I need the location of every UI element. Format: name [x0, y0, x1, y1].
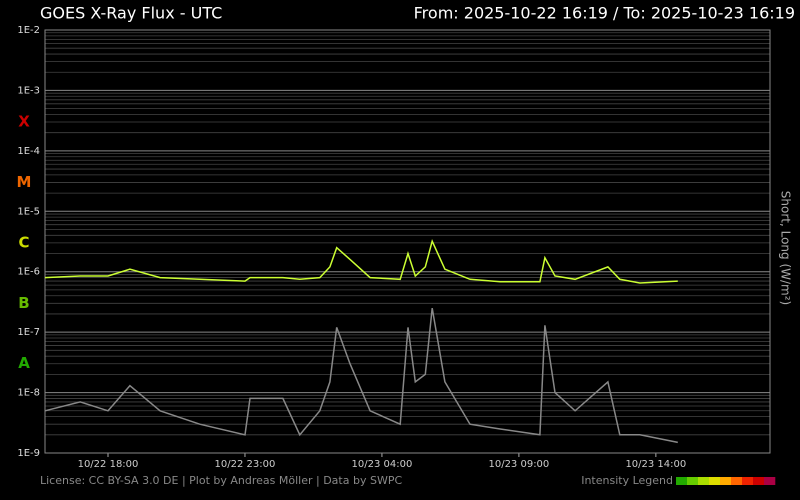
y-tick-label: 1E-3 — [17, 85, 40, 96]
y-tick-label: 1E-4 — [17, 146, 40, 157]
legend-swatch — [742, 477, 754, 485]
series-line — [44, 307, 678, 444]
y-tick-label: 1E-9 — [17, 448, 40, 459]
y-tick-label: 1E-5 — [17, 206, 40, 217]
legend-swatch — [720, 477, 732, 485]
y-tick-label: 1E-7 — [17, 327, 40, 338]
y-tick-label: 1E-6 — [17, 267, 40, 278]
y-tick-label: 1E-2 — [17, 25, 40, 36]
legend-swatch — [676, 477, 688, 485]
y-axis-label: Short, Long (W/m²) — [779, 191, 793, 305]
flare-class-label: X — [18, 113, 30, 131]
legend-swatch — [731, 477, 743, 485]
x-tick-label: 10/22 18:00 — [78, 459, 139, 470]
legend-swatch — [764, 477, 776, 485]
x-tick-label: 10/23 14:00 — [625, 459, 686, 470]
flare-class-label: A — [18, 354, 30, 372]
series-line — [44, 238, 678, 284]
legend-swatch — [709, 477, 721, 485]
legend-label: Intensity Legend — [581, 474, 673, 487]
y-tick-label: 1E-8 — [17, 388, 40, 399]
x-tick-label: 10/23 09:00 — [488, 459, 549, 470]
x-tick-label: 10/22 23:00 — [215, 459, 276, 470]
flare-class-label: C — [18, 233, 29, 251]
legend-swatch — [687, 477, 699, 485]
flare-class-label: M — [17, 173, 32, 191]
flare-class-label: B — [18, 294, 29, 312]
legend-swatch — [753, 477, 765, 485]
legend-swatch — [698, 477, 710, 485]
chart-title: GOES X-Ray Flux - UTC — [40, 4, 222, 23]
footer: License: CC BY-SA 3.0 DE | Plot by Andre… — [40, 474, 402, 487]
plot-frame — [44, 29, 771, 454]
x-tick-label: 10/23 04:00 — [352, 459, 413, 470]
chart-subtitle: From: 2025-10-22 16:19 / To: 2025-10-23 … — [414, 4, 795, 23]
